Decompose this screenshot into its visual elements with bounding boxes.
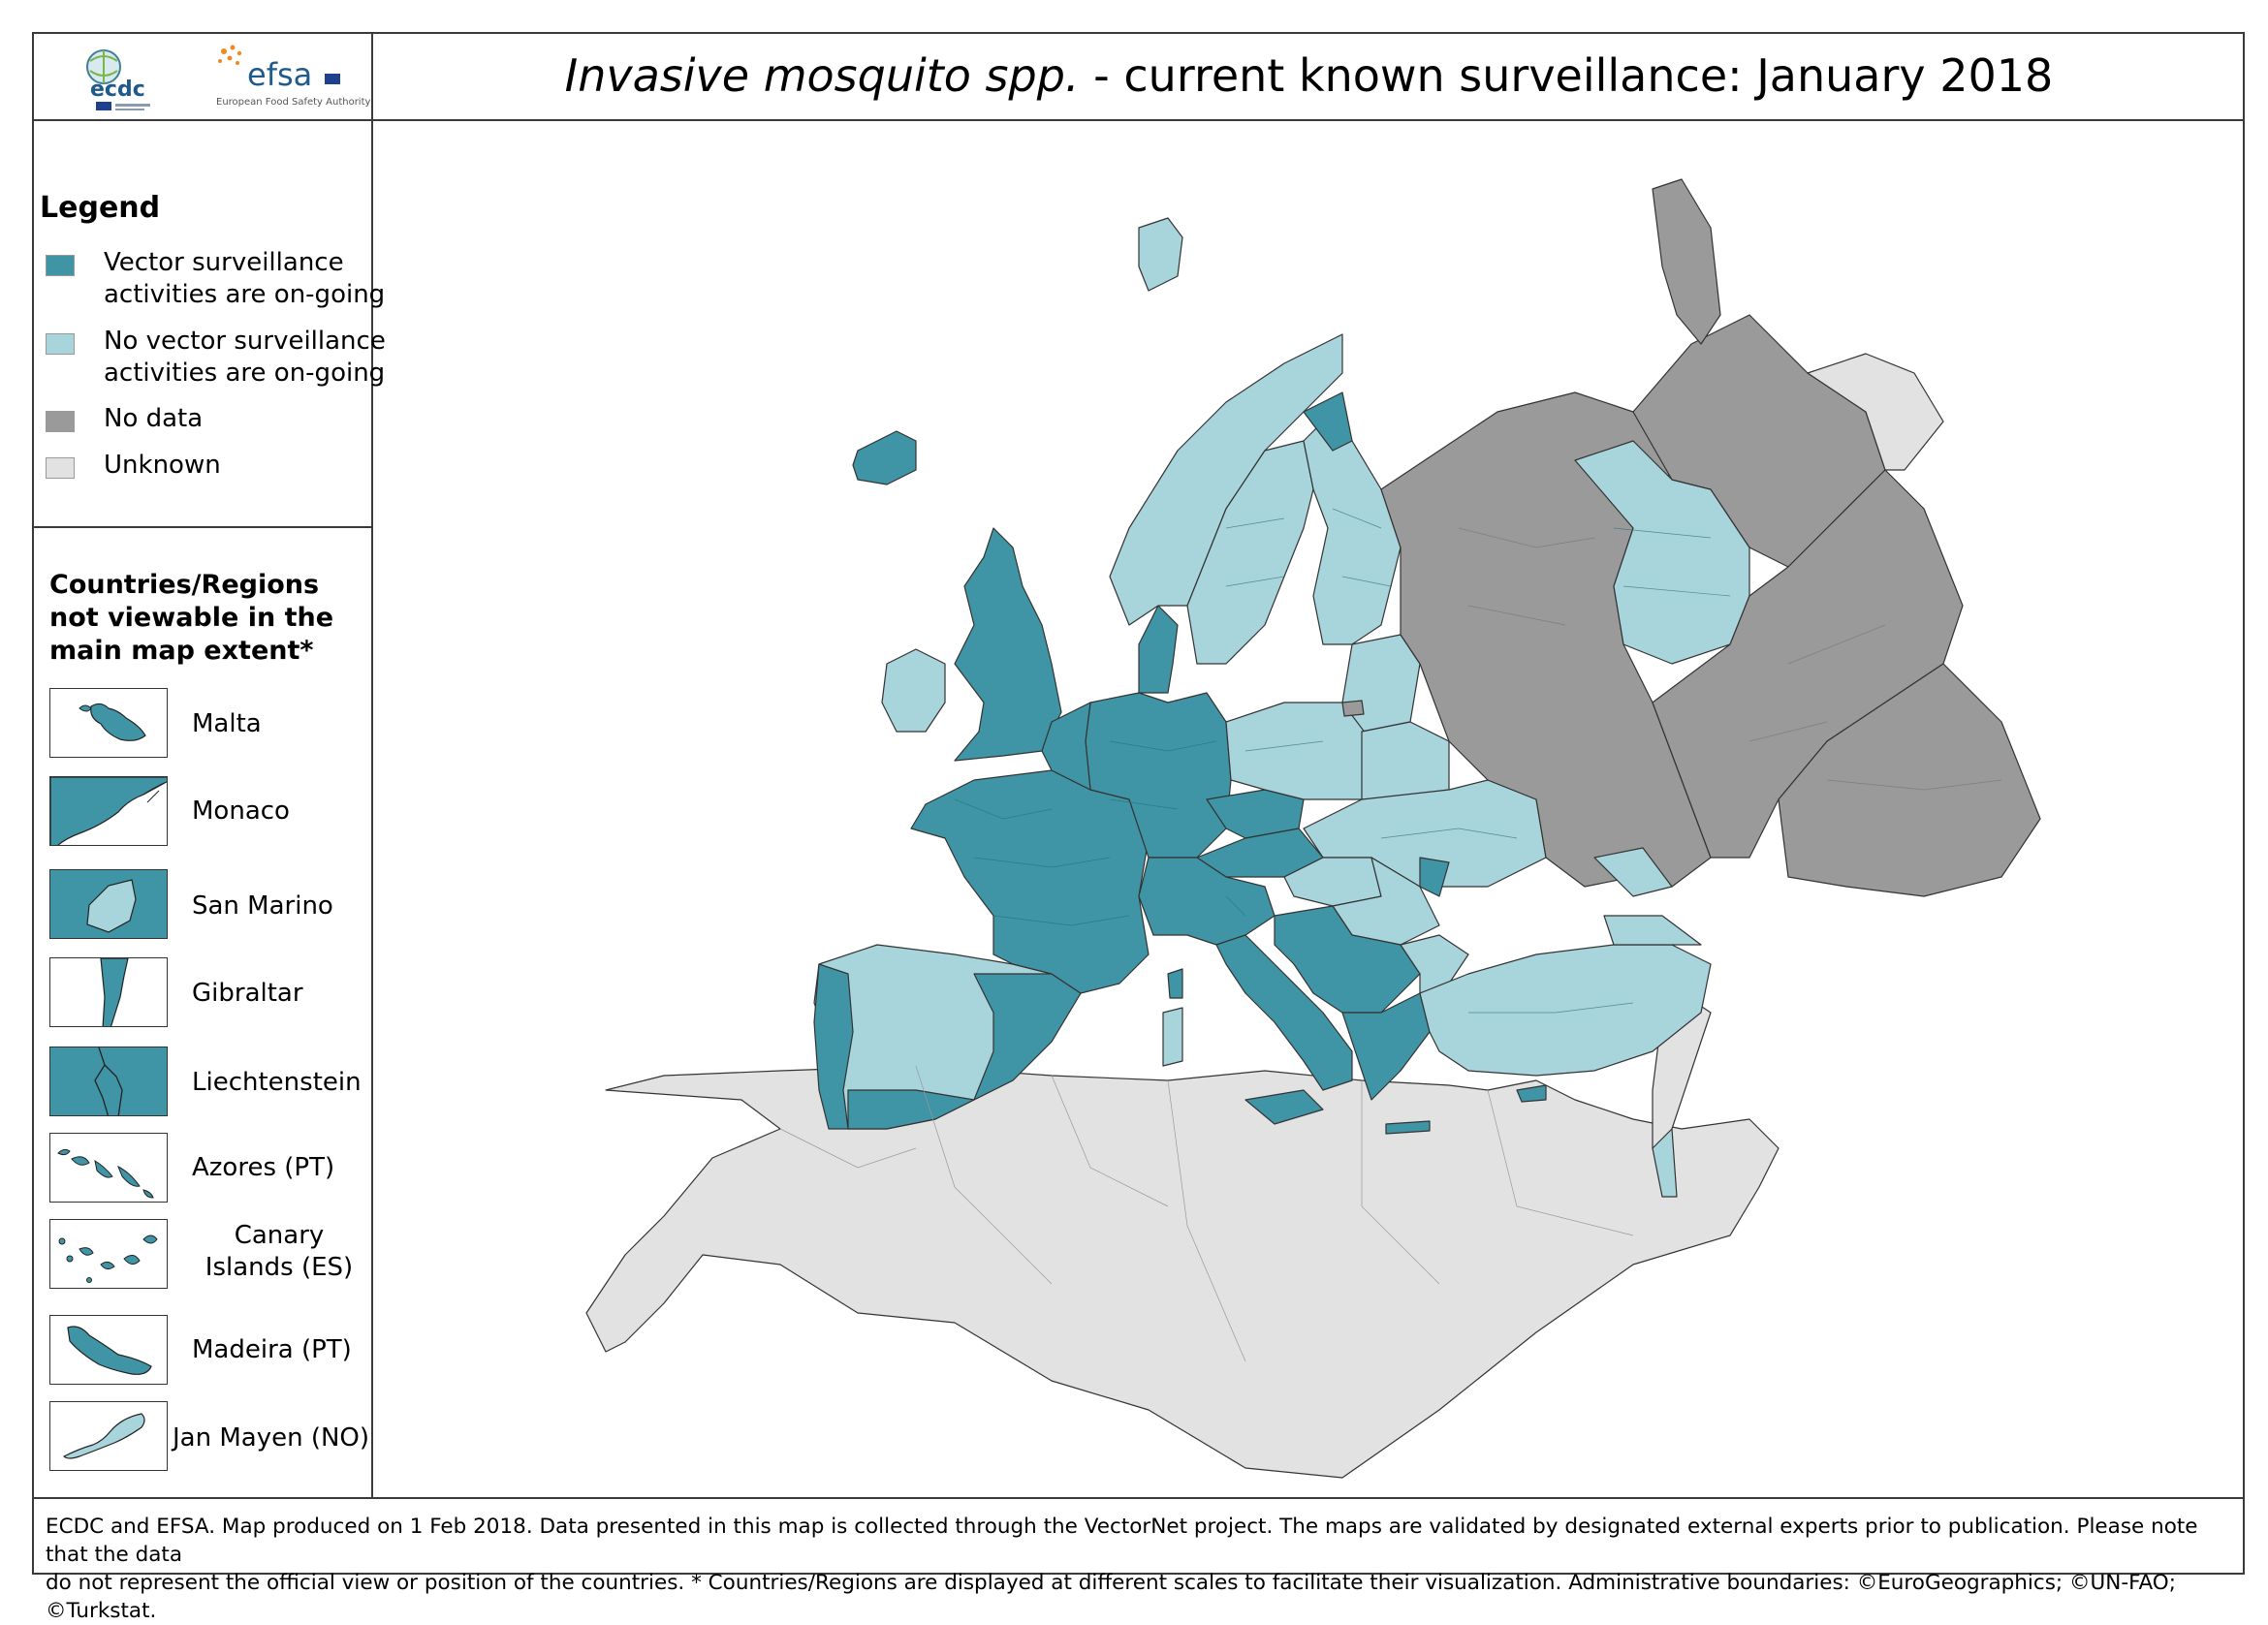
title-bar: Invasive mosquito spp. - current known s… (373, 32, 2245, 121)
inset-azores (49, 1133, 168, 1203)
legend-label: Vector surveillance activities are on-go… (104, 248, 386, 309)
inset-canary-islands (49, 1219, 168, 1289)
legend-swatch-unknown (46, 457, 75, 479)
nodata-boundaries (1458, 527, 2002, 791)
region-crete (1385, 1120, 1431, 1135)
footer-note: ECDC and EFSA. Map produced on 1 Feb 201… (32, 1497, 2245, 1623)
logo-panel: ecdc efsa European Food Safety Authority (32, 32, 373, 121)
inset-label: Malta (192, 709, 262, 738)
map-title: Invasive mosquito spp. - current known s… (565, 49, 2054, 102)
title-italic: Invasive mosquito spp. (564, 49, 1080, 102)
inset-label: Jan Mayen (NO) (173, 1423, 370, 1453)
region-novaya-zemlya (1652, 178, 1721, 345)
inset-label: Gibraltar (192, 979, 303, 1008)
inset-madeira (49, 1315, 168, 1385)
inset-label: Azores (PT) (192, 1153, 335, 1182)
map-frame (32, 32, 2245, 1575)
inset-liechtenstein (49, 1047, 168, 1116)
region-israel (1652, 1128, 1678, 1198)
legend-panel: Legend Vector surveillance activities ar… (32, 121, 386, 1497)
region-lapland (1303, 391, 1353, 452)
legend-item-unknown: Unknown (46, 450, 394, 482)
inset-label: Canary Islands (ES) (205, 1221, 354, 1282)
legend-label: No data (104, 404, 204, 433)
logos: ecdc efsa European Food Safety Authority (86, 45, 371, 110)
legend-swatch-nodata (46, 411, 75, 432)
region-iceland (852, 430, 917, 485)
region-turkey (1419, 944, 1712, 1077)
region-spain-south (847, 1089, 975, 1130)
footer-line-2: do not represent the official view or po… (46, 1571, 2176, 1623)
inset-label: Madeira (PT) (192, 1335, 352, 1364)
region-italy (1215, 934, 1353, 1091)
ecdc-text: ecdc (90, 78, 145, 102)
map-canvas (373, 121, 2245, 1497)
region-belarus (1361, 721, 1450, 800)
inset-label: Liechtenstein (192, 1068, 362, 1097)
efsa-subtitle: European Food Safety Authority (216, 97, 371, 108)
legend-swatch-ongoing (46, 255, 75, 276)
inset-monaco (49, 776, 168, 846)
region-russia-coast (1593, 847, 1673, 897)
region-ukraine (1303, 779, 1547, 888)
region-denmark (1138, 605, 1179, 694)
inset-label: San Marino (192, 891, 333, 921)
insets-title: Countries/Regions not viewable in the ma… (49, 570, 334, 666)
efsa-logo: efsa European Food Safety Authority (216, 45, 371, 108)
region-russia-south (1778, 663, 2041, 897)
inset-label: Monaco (192, 797, 290, 826)
region-uk (954, 527, 1062, 762)
region-sicily (1244, 1089, 1324, 1125)
ecdc-logo: ecdc (86, 49, 150, 110)
region-moldova (1419, 857, 1450, 897)
inset-jan-mayen (49, 1401, 168, 1471)
region-corsica (1167, 968, 1183, 999)
footer-line-1: ECDC and EFSA. Map produced on 1 Feb 201… (46, 1515, 2198, 1567)
legend-label: Unknown (104, 451, 221, 480)
region-cyprus (1516, 1084, 1547, 1103)
admin-boundaries (954, 508, 1731, 1014)
region-greece (1341, 992, 1431, 1101)
legend-item-ongoing: Vector surveillance activities are on-go… (46, 247, 394, 311)
legend-swatch-none (46, 333, 75, 355)
region-russia-northeast (1807, 353, 1944, 471)
region-kaliningrad (1341, 700, 1365, 717)
inset-malta (49, 688, 168, 758)
region-svalbard (1138, 217, 1183, 292)
region-finland (1303, 411, 1402, 645)
title-rest: - current known surveillance: January 20… (1079, 49, 2054, 102)
legend-item-none: No vector surveillance activities are on… (46, 326, 394, 390)
europe-map (585, 178, 2041, 1479)
inset-san-marino (49, 869, 168, 939)
efsa-text: efsa (247, 56, 312, 93)
region-caucasus (1603, 915, 1702, 946)
inset-gibraltar (49, 957, 168, 1027)
region-benelux (1041, 702, 1091, 791)
region-north-africa (585, 1065, 1780, 1479)
africa-boundaries (779, 1065, 1634, 1362)
legend-title: Legend (40, 191, 161, 225)
region-sweden (1186, 440, 1314, 665)
legend-item-nodata: No data (46, 403, 394, 435)
region-sardinia (1162, 1007, 1183, 1067)
legend-divider (32, 526, 371, 528)
region-baltics (1341, 634, 1421, 733)
region-ireland (881, 648, 946, 733)
legend-label: No vector surveillance activities are on… (104, 327, 386, 388)
